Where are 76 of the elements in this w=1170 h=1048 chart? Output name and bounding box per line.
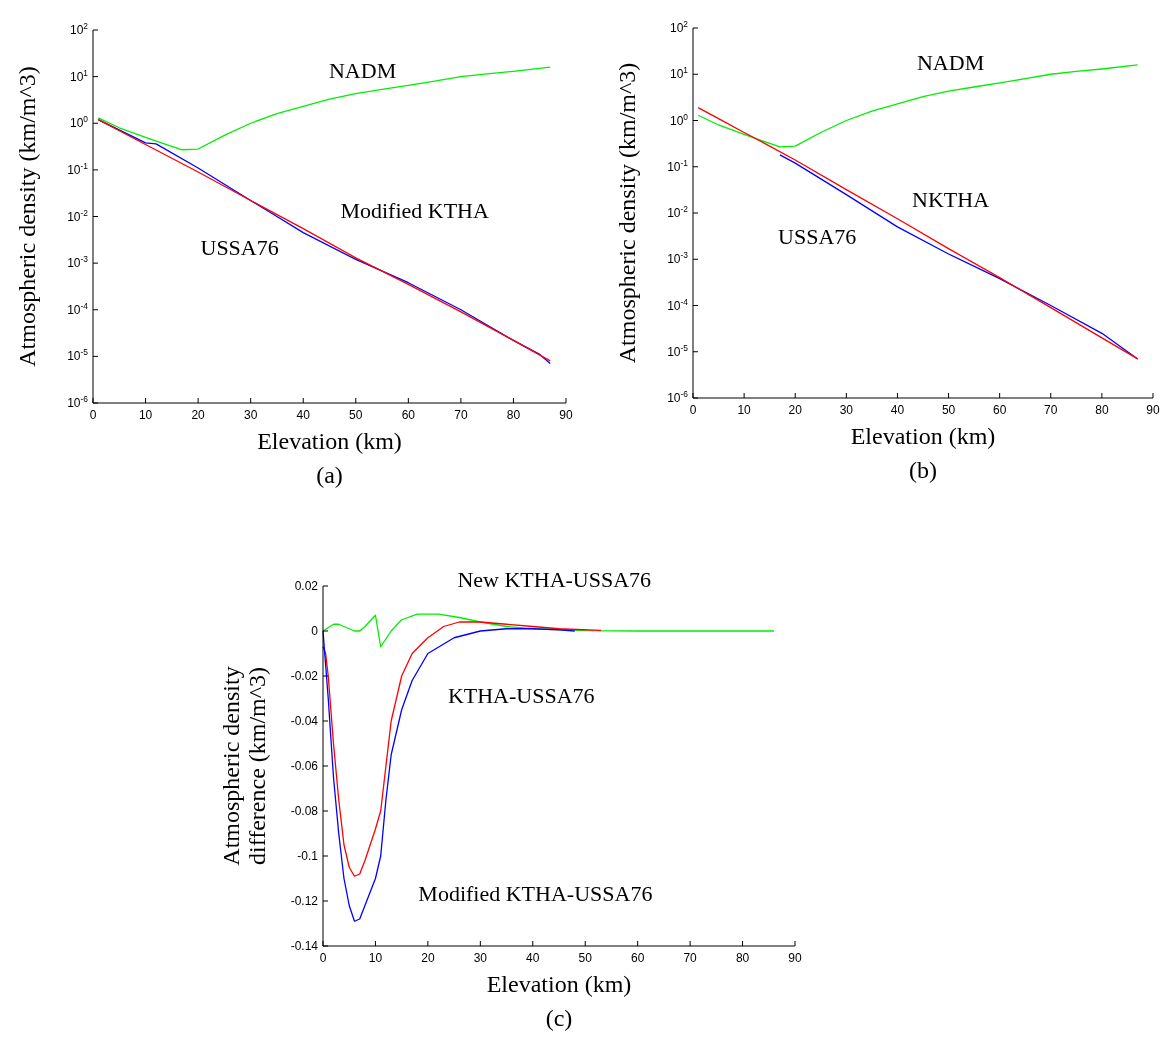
x-tick-label: 80 [506, 408, 521, 422]
x-axis-title: Elevation (km) [257, 428, 402, 454]
x-tick-label: 70 [1044, 403, 1058, 417]
x-tick-label: 20 [191, 408, 206, 422]
y-tick-label: -0.08 [290, 804, 319, 818]
x-tick-label: 30 [243, 408, 258, 422]
y-tick-label: 10$^{-2}$ [667, 204, 689, 220]
x-tick-label: 90 [788, 951, 802, 965]
annotation: New KTHA-USSA76 [457, 567, 652, 593]
x-tick-label: 50 [941, 403, 956, 417]
x-tick-label: 70 [683, 951, 698, 965]
y-tick-label: 10$^{2}$ [669, 19, 689, 35]
y-tick-label: 10$^{-4}$ [667, 296, 689, 313]
x-tick-label: 60 [401, 408, 416, 422]
y-tick-label: 10$^{0}$ [669, 111, 689, 128]
y-tick-label: 10$^{0}$ [69, 114, 89, 131]
y-tick-label: -0.14 [290, 939, 319, 953]
y-tick-label: 10$^{-6}$ [667, 389, 689, 405]
x-tick-label: 40 [526, 951, 540, 965]
annotation: NADM [328, 57, 397, 83]
x-axis-title: Elevation (km) [850, 423, 996, 449]
x-tick-label: 30 [473, 951, 488, 965]
annotation: Modified KTHA [340, 197, 489, 223]
line-series [322, 621, 602, 877]
y-tick-label: 10$^{-1}$ [667, 157, 689, 174]
x-tick-label: 80 [1095, 403, 1109, 417]
annotation: USSA76 [200, 235, 279, 261]
annotation: NKTHA [912, 186, 990, 212]
y-tick-label: -0.06 [290, 759, 319, 773]
x-tick-label: 60 [992, 403, 1007, 417]
y-tick-label: 10$^{2}$ [69, 21, 89, 37]
y-axis-title: Atmospheric density difference (km/m^3) [218, 666, 270, 866]
x-axis-title: Elevation (km) [486, 971, 632, 997]
y-tick-label: 10$^{-5}$ [667, 342, 689, 359]
x-tick-label: 50 [578, 951, 593, 965]
y-tick-label: -0.02 [290, 669, 319, 683]
line-series [697, 106, 1139, 360]
text: (a) [316, 462, 343, 488]
y-tick-label: 10$^{1}$ [669, 65, 689, 82]
y-tick-label: 10$^{-3}$ [67, 254, 89, 271]
annotation: NADM [916, 50, 985, 76]
y-tick-label: -0.04 [290, 714, 319, 728]
y-tick-label: 10$^{-1}$ [67, 160, 89, 177]
x-tick-label: 20 [788, 403, 803, 417]
x-tick-label: 30 [839, 403, 854, 417]
x-tick-label: 10 [138, 408, 153, 422]
x-tick-label: 40 [890, 403, 905, 417]
text: (c) [545, 1005, 573, 1031]
x-tick-label: 10 [368, 951, 383, 965]
annotation: Modified KTHA-USSA76 [418, 880, 653, 906]
annotation: KTHA-USSA76 [447, 682, 595, 708]
y-tick-label: -0.12 [290, 894, 319, 908]
x-tick-label: 90 [1146, 403, 1160, 417]
x-tick-label: 60 [630, 951, 645, 965]
annotation: USSA76 [778, 223, 857, 249]
y-tick-label: -0.1 [297, 849, 319, 863]
y-tick-label: 10$^{-5}$ [67, 347, 89, 364]
x-tick-label: 40 [296, 408, 311, 422]
y-tick-label: 10$^{-4}$ [67, 300, 89, 317]
y-tick-label: 10$^{-2}$ [67, 207, 89, 224]
line-series [322, 613, 775, 648]
x-tick-label: 90 [559, 408, 573, 422]
x-tick-label: 10 [737, 403, 752, 417]
y-tick-label: 10$^{-6}$ [67, 394, 89, 410]
line-series [97, 66, 551, 151]
y-axis-title: Atmospheric density (km/m^3) [14, 66, 40, 367]
x-tick-label: 20 [421, 951, 435, 965]
x-tick-label: 80 [735, 951, 750, 965]
x-tick-label: 50 [349, 408, 363, 422]
y-tick-label: 10$^{-3}$ [667, 250, 689, 267]
y-axis-title: Atmospheric density (km/m^3) [614, 62, 640, 364]
y-tick-label: 0.02 [294, 579, 319, 593]
y-tick-label: 10$^{1}$ [69, 67, 89, 84]
text: (b) [909, 457, 937, 483]
y-tick-label: 0 [311, 624, 319, 638]
x-tick-label: 70 [454, 408, 468, 422]
